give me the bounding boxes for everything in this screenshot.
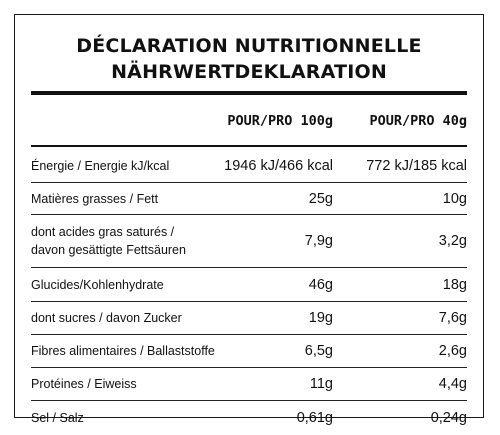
nutrient-label: Énergie / Energie kJ/kcal xyxy=(31,158,170,173)
value-per-100g: 0,61g xyxy=(296,410,333,426)
value-per-100g: 7,9g xyxy=(304,233,333,249)
table-row: dont sucres / davon Zucker 19g 7,6g xyxy=(31,302,467,335)
table-row: Sel / Salz 0,61g 0,24g xyxy=(31,401,467,435)
value-per-40g: 4,4g xyxy=(438,376,467,392)
nutrient-label: Matières grasses / Fett xyxy=(31,191,159,206)
value-per-40g: 3,2g xyxy=(438,233,467,249)
nutrient-label: Sel / Salz xyxy=(31,411,84,425)
nutrition-table: Énergie / Energie kJ/kcal 1946 kJ/466 kc… xyxy=(31,149,467,435)
nutrient-label: dont sucres / davon Zucker xyxy=(31,311,182,325)
value-per-100g: 46g xyxy=(308,276,333,293)
column-headers: POUR/PRO 100g POUR/PRO 40g xyxy=(31,113,467,135)
title-french: DÉCLARATION NUTRITIONNELLE xyxy=(76,35,422,57)
value-per-40g: 0,24g xyxy=(430,410,467,426)
column-header-100g: POUR/PRO 100g xyxy=(227,113,333,129)
header-divider xyxy=(31,145,467,147)
value-per-100g: 25g xyxy=(308,190,333,207)
table-row: Fibres alimentaires / Ballaststoffe 6,5g… xyxy=(31,335,467,368)
value-per-100g: 19g xyxy=(308,310,333,326)
column-header-40g: POUR/PRO 40g xyxy=(369,113,467,129)
title-german: NÄHRWERTDEKLARATION xyxy=(111,61,387,83)
table-row: Glucides/Kohlenhydrate 46g 18g xyxy=(31,268,467,302)
table-row: dont acides gras saturés / davon gesätti… xyxy=(31,215,467,268)
value-per-40g: 7,6g xyxy=(438,310,467,326)
value-per-100g: 6,5g xyxy=(304,343,333,359)
title-divider xyxy=(31,91,467,95)
value-per-40g: 18g xyxy=(442,276,467,293)
table-row: Protéines / Eiweiss 11g 4,4g xyxy=(31,368,467,401)
nutrient-label: dont acides gras saturés / davon gesätti… xyxy=(31,225,186,257)
nutrient-label: Fibres alimentaires / Ballaststoffe xyxy=(31,344,215,358)
value-per-40g: 10g xyxy=(442,190,467,207)
value-per-100g: 1946 kJ/466 kcal xyxy=(224,157,333,174)
table-row: Énergie / Energie kJ/kcal 1946 kJ/466 kc… xyxy=(31,149,467,183)
nutrient-label: Glucides/Kohlenhydrate xyxy=(31,277,164,292)
value-per-40g: 772 kJ/185 kcal xyxy=(366,157,467,174)
value-per-100g: 11g xyxy=(309,376,333,392)
panel-title: DÉCLARATION NUTRITIONNELLE NÄHRWERTDEKLA… xyxy=(15,15,483,85)
table-row: Matières grasses / Fett 25g 10g xyxy=(31,183,467,215)
nutrient-label: Protéines / Eiweiss xyxy=(31,377,137,391)
nutrition-panel: DÉCLARATION NUTRITIONNELLE NÄHRWERTDEKLA… xyxy=(14,14,484,426)
value-per-40g: 2,6g xyxy=(438,343,467,359)
